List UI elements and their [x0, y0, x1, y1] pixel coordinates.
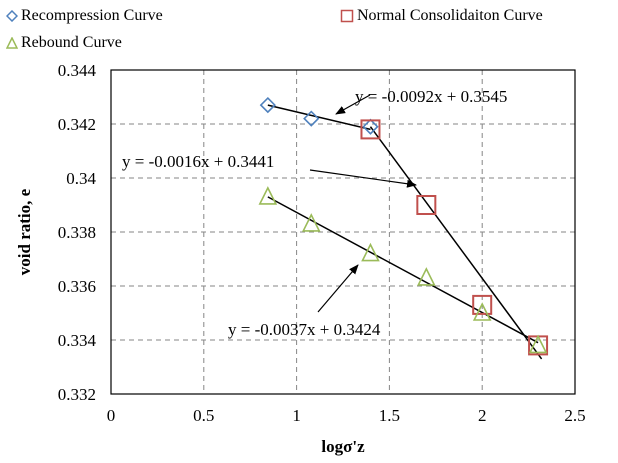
- x-tick-label: 0.5: [193, 406, 214, 425]
- triangle-marker: [301, 213, 321, 232]
- legend-item-normal-consolidation: Normal Consolidaiton Curve: [340, 7, 543, 25]
- trendline: [369, 126, 543, 360]
- trendlines: [267, 104, 543, 360]
- annotation-arrow-normal-consolidation: [335, 94, 371, 115]
- legend-item-rebound: Rebound Curve: [6, 34, 122, 52]
- square-marker-icon: [340, 10, 354, 23]
- triangle-marker: [417, 267, 436, 286]
- equation-rebound: y = -0.0037x + 0.3424: [228, 320, 381, 339]
- square-marker: [472, 294, 493, 315]
- trendline: [267, 104, 371, 131]
- grid: [111, 70, 575, 394]
- triangle-marker: [528, 334, 548, 354]
- y-tick-label: 0.334: [58, 331, 97, 350]
- x-tick-label: 2: [478, 406, 487, 425]
- y-tick-label: 0.342: [58, 115, 96, 134]
- triangle-marker: [361, 242, 380, 262]
- y-tick-label: 0.336: [58, 277, 96, 296]
- legend-item-recompression: Recompression Curve: [6, 7, 163, 25]
- diamond-marker-icon: [6, 10, 18, 23]
- diamond-marker: [303, 110, 320, 127]
- square-marker: [360, 119, 381, 140]
- x-tick-label: 2.5: [564, 406, 585, 425]
- y-tick-label: 0.338: [58, 223, 96, 242]
- data-points: [258, 96, 549, 356]
- diamond-marker: [259, 96, 276, 114]
- y-axis-title: void ratio, e: [15, 188, 34, 275]
- equation-recompression: y = -0.0016x + 0.3441: [122, 152, 274, 171]
- triangle-marker: [258, 186, 278, 205]
- x-tick-label: 1: [292, 406, 301, 425]
- legend-label-normal-consolidation: Normal Consolidaiton Curve: [357, 7, 543, 24]
- plot-area-border: [110, 69, 576, 395]
- legend-label-recompression: Recompression Curve: [21, 7, 163, 24]
- y-tick-label: 0.344: [58, 61, 97, 80]
- diamond-marker: [362, 118, 379, 135]
- x-tick-label: 1.5: [379, 406, 400, 425]
- x-tick-label: 0: [107, 406, 116, 425]
- y-tick-label: 0.332: [58, 385, 96, 404]
- triangle-marker: [472, 302, 492, 321]
- annotation-arrow-rebound: [317, 264, 359, 313]
- trendline: [267, 196, 539, 344]
- annotations: y = -0.0092x + 0.3545 y = -0.0016x + 0.3…: [122, 87, 507, 339]
- x-axis-title: logσ'z: [321, 437, 365, 456]
- triangle-marker-icon: [6, 37, 18, 50]
- y-tick-label: 0.34: [66, 169, 96, 188]
- equation-normal-consolidation: y = -0.0092x + 0.3545: [355, 87, 507, 106]
- axis-ticks: 0 0.5 1 1.5 2 2.5 0.332 0.334 0.336 0.338 0.34 0.34…: [58, 61, 586, 425]
- square-marker: [416, 195, 437, 215]
- legend-label-rebound: Rebound Curve: [21, 34, 122, 51]
- annotation-arrow-recompression: [309, 169, 417, 188]
